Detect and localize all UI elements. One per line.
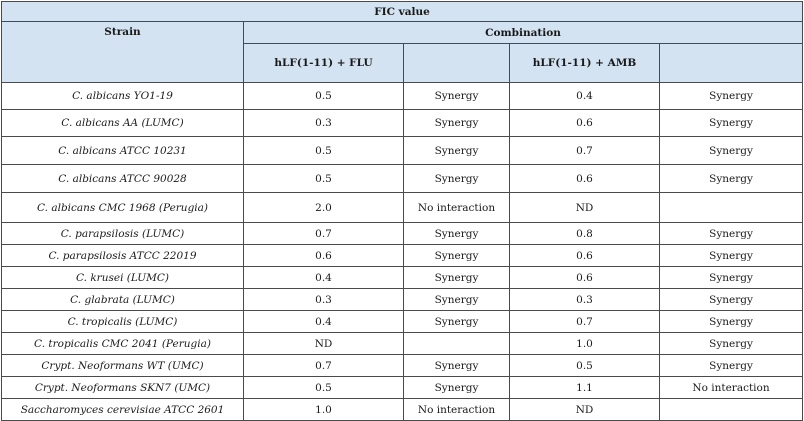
amb-value-cell: ND [509,192,660,223]
flu-result-cell: Synergy [403,109,510,137]
amb-result-cell: Synergy [658,164,804,193]
table-row: Crypt. Neoformans SKN7 (UMC) 0.5 Synergy… [1,376,804,399]
flu-result-cell: Synergy [403,244,510,267]
amb-value-cell: 0.6 [509,164,660,193]
flu-column-header: hLF(1-11) + FLU [243,43,404,83]
table-row: C. krusei (LUMC) 0.4 Synergy 0.6 Synergy [1,266,804,289]
amb-result-cell: Synergy [658,332,804,355]
strain-cell: C. parapsilosis ATCC 22019 [1,244,244,267]
amb-value-cell: 0.4 [509,82,660,110]
flu-result-cell: No interaction [403,192,510,223]
flu-value-cell: 0.7 [243,222,404,245]
amb-result-cell: Synergy [658,244,804,267]
flu-result-cell: Synergy [403,82,510,110]
amb-value-cell: 0.6 [509,266,660,289]
strain-cell: C. krusei (LUMC) [1,266,244,289]
flu-result-cell: Synergy [403,266,510,289]
flu-result-cell: Synergy [403,310,510,333]
flu-value-cell: 0.5 [243,164,404,193]
strain-cell: C. albicans AA (LUMC) [1,109,244,137]
amb-result-cell: Synergy [658,109,804,137]
amb-result-cell [658,398,804,421]
amb-result-cell: Synergy [658,136,804,165]
table-row: C. albicans ATCC 10231 0.5 Synergy 0.7 S… [1,136,804,165]
strain-header: Strain [1,21,244,83]
strain-cell: C. tropicalis CMC 2041 (Perugia) [1,332,244,355]
flu-value-cell: 0.5 [243,376,404,399]
amb-column-header: hLF(1-11) + AMB [509,43,660,83]
flu-value-cell: 0.4 [243,310,404,333]
amb-value-cell: 1.1 [509,376,660,399]
flu-result-cell: Synergy [403,222,510,245]
table-row: C. albicans AA (LUMC) 0.3 Synergy 0.6 Sy… [1,109,804,137]
flu-result-cell: Synergy [403,164,510,193]
amb-value-cell: 0.5 [509,354,660,377]
strain-cell: C. parapsilosis (LUMC) [1,222,244,245]
flu-value-cell: 0.4 [243,266,404,289]
strain-cell: C. albicans CMC 1968 (Perugia) [1,192,244,223]
table-row: C. albicans ATCC 90028 0.5 Synergy 0.6 S… [1,164,804,193]
amb-value-cell: 0.8 [509,222,660,245]
flu-result-cell: Synergy [403,376,510,399]
strain-cell: Saccharomyces cerevisiae ATCC 2601 [1,398,244,421]
amb-result-cell: No interaction [658,376,804,399]
flu-result-cell: Synergy [403,136,510,165]
amb-value-cell: 0.3 [509,288,660,311]
table-row: C. albicans YO1-19 0.5 Synergy 0.4 Syner… [1,82,804,110]
flu-value-cell: 0.5 [243,136,404,165]
table-row: C. parapsilosis (LUMC) 0.7 Synergy 0.8 S… [1,222,804,245]
amb-result-cell: Synergy [658,82,804,110]
strain-cell: C. glabrata (LUMC) [1,288,244,311]
amb-result-cell: Synergy [658,266,804,289]
table-title: FIC value [0,1,804,22]
flu-result-header [403,43,510,83]
amb-result-header [658,43,804,83]
strain-cell: C. albicans ATCC 10231 [1,136,244,165]
strain-cell: Crypt. Neoformans WT (UMC) [1,354,244,377]
table-row: C. tropicalis CMC 2041 (Perugia) ND 1.0 … [1,332,804,355]
table-row: C. tropicalis (LUMC) 0.4 Synergy 0.7 Syn… [1,310,804,333]
strain-cell: C. albicans ATCC 90028 [1,164,244,193]
amb-result-cell: Synergy [658,310,804,333]
amb-result-cell: Synergy [658,288,804,311]
amb-value-cell: ND [509,398,660,421]
table-row: C. glabrata (LUMC) 0.3 Synergy 0.3 Syner… [1,288,804,311]
flu-value-cell: 1.0 [243,398,404,421]
amb-result-cell [658,192,804,223]
table-row: Saccharomyces cerevisiae ATCC 2601 1.0 N… [1,398,804,421]
amb-value-cell: 0.7 [509,310,660,333]
flu-result-cell: Synergy [403,354,510,377]
amb-result-cell: Synergy [658,222,804,245]
amb-result-cell: Synergy [658,354,804,377]
amb-value-cell: 1.0 [509,332,660,355]
combination-header: Combination [242,21,804,44]
strain-cell: C. tropicalis (LUMC) [1,310,244,333]
table-row: Crypt. Neoformans WT (UMC) 0.7 Synergy 0… [1,354,804,377]
flu-value-cell: 0.6 [243,244,404,267]
amb-value-cell: 0.6 [509,109,660,137]
table-row: C. parapsilosis ATCC 22019 0.6 Synergy 0… [1,244,804,267]
flu-value-cell: ND [243,332,404,355]
flu-value-cell: 0.7 [243,354,404,377]
strain-cell: C. albicans YO1-19 [1,82,244,110]
flu-result-cell: Synergy [403,288,510,311]
flu-result-cell [403,332,510,355]
flu-value-cell: 0.3 [243,109,404,137]
amb-value-cell: 0.7 [509,136,660,165]
flu-value-cell: 0.3 [243,288,404,311]
flu-value-cell: 0.5 [243,82,404,110]
flu-result-cell: No interaction [403,398,510,421]
amb-value-cell: 0.6 [509,244,660,267]
strain-cell: Crypt. Neoformans SKN7 (UMC) [1,376,244,399]
table-row: C. albicans CMC 1968 (Perugia) 2.0 No in… [1,192,804,223]
flu-value-cell: 2.0 [243,192,404,223]
